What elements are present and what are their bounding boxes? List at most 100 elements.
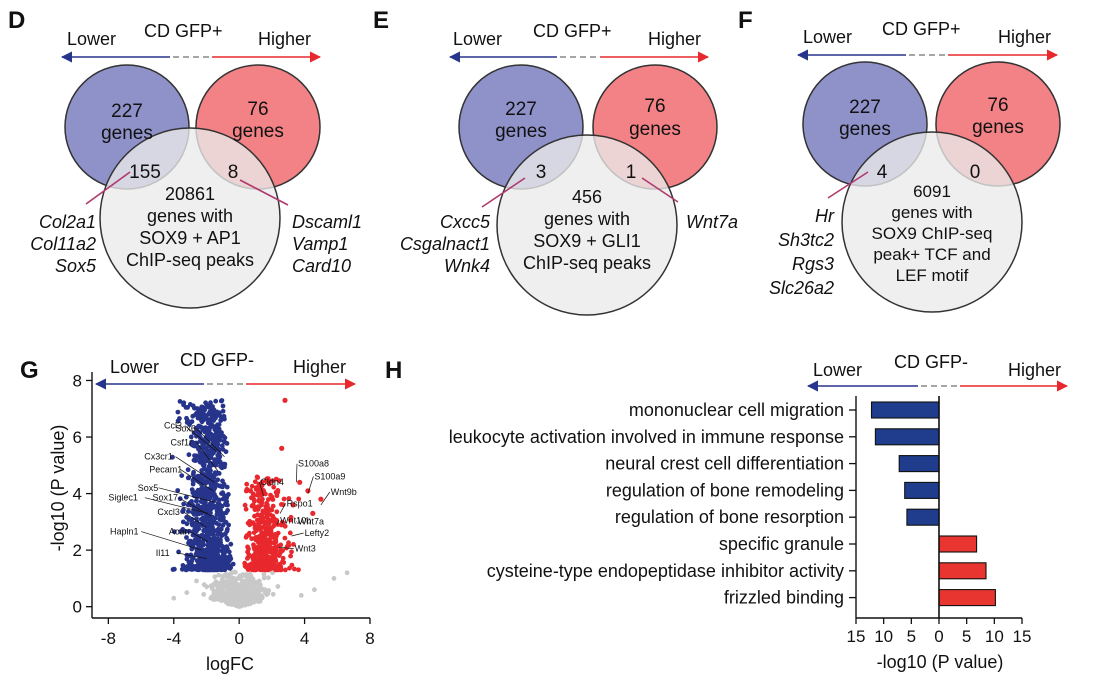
lower-point [214,412,220,418]
lower-point [191,520,196,526]
nonsig-point [256,595,261,600]
lower-point [211,407,217,413]
header-lower-label: Lower [813,360,862,380]
category-label: specific granule [719,534,844,554]
lower-point [193,457,199,463]
gene-leader-line [144,497,209,514]
gene-label-hapln1: Hapln1 [110,527,139,537]
gene-left-1: Hr [815,206,835,226]
lower-point [186,528,192,534]
lower-point [191,511,197,517]
gene-left-3: Wnk4 [444,256,490,276]
chip-circle [496,134,678,316]
lower-point [206,542,211,547]
panel-d: D Lower CD GFP+ Higher 227 genes 76 gene… [8,7,362,309]
lower-point [202,407,208,413]
higher-point [280,559,285,565]
nonsig-point [238,603,244,609]
higher-point [251,560,256,565]
lower-point [219,443,225,449]
lower-point [209,521,215,527]
lower-point [208,455,214,461]
gene-leader-line [307,476,314,494]
lower-point [215,501,221,506]
x-tick-label: 10 [874,627,893,646]
gene-label-csf1r: Csf1r [171,438,193,448]
higher-point [318,496,324,502]
nonsig-point [211,593,216,598]
nonsig-point [246,594,252,600]
higher-point [260,496,265,502]
lower-point [184,535,189,540]
nonsig-point [171,595,177,601]
chip-line-3: SOX9 ChIP-seq [872,224,993,243]
lower-point [211,555,217,561]
higher-point [245,520,251,526]
lower-point [196,446,202,452]
higher-unit: genes [972,117,1024,138]
lower-point [202,528,208,534]
header-higher-label: Higher [293,357,346,377]
higher-point [265,525,271,531]
lower-point [207,501,213,507]
higher-point [255,524,260,530]
lower-point [201,451,206,456]
gene-label-wnt3: Wnt3 [295,544,316,554]
higher-point [288,514,294,520]
lower-point [206,527,211,533]
lower-point [222,556,228,562]
bar-4 [904,481,940,499]
higher-point [253,535,258,540]
lower-point [184,514,190,520]
gene-leader-line [279,503,286,514]
gene-leader-line [276,520,280,525]
lower-point [215,526,221,532]
lower-point [212,528,217,534]
lower-point [207,465,213,471]
lower-point [196,526,202,532]
lower-point [190,413,196,419]
higher-point [245,549,251,555]
x-tick-label: 15 [847,627,866,646]
higher-point [263,566,269,572]
higher-point [276,478,282,484]
lower-point [178,529,183,534]
higher-point [244,533,250,538]
lower-point [204,433,210,439]
lower-point [204,561,210,567]
lower-point [203,535,209,541]
gene-right-1: Wnt7a [686,212,738,232]
nonsig-point [261,572,267,577]
higher-point [273,489,279,495]
higher-point [252,479,258,485]
higher-point [269,518,275,524]
lower-point [197,430,203,436]
lower-point [186,509,191,514]
higher-point [273,552,278,558]
header-middle-label: CD GFP+ [144,21,223,41]
gene-pointer-left [481,177,526,208]
nonsig-point [256,588,262,594]
higher-point [272,532,278,537]
gene-label-lefty2: Lefty2 [305,528,330,538]
chip-line-2: genes with [147,206,233,226]
nonsig-point [194,578,199,584]
higher-point [244,481,250,487]
overlap-higher-count: 1 [626,162,637,183]
x-tick-label: 8 [365,629,374,648]
x-tick-label: -8 [101,629,116,648]
x-tick-label: 5 [962,627,971,646]
gene-left-3: Sox5 [55,256,97,276]
lower-point [202,505,208,511]
gene-label-wnt9b: Wnt9b [331,487,357,497]
nonsig-point [226,572,232,578]
higher-point [257,537,263,543]
higher-point [289,562,295,568]
lower-point [220,522,226,528]
gene-leader-line [296,463,298,483]
volcano-axes: -8 -4 0 4 8 0 2 4 6 8 [73,371,375,648]
gene-label-cx3cr1: Cx3cr1 [144,452,173,462]
nonsig-point [232,569,237,575]
